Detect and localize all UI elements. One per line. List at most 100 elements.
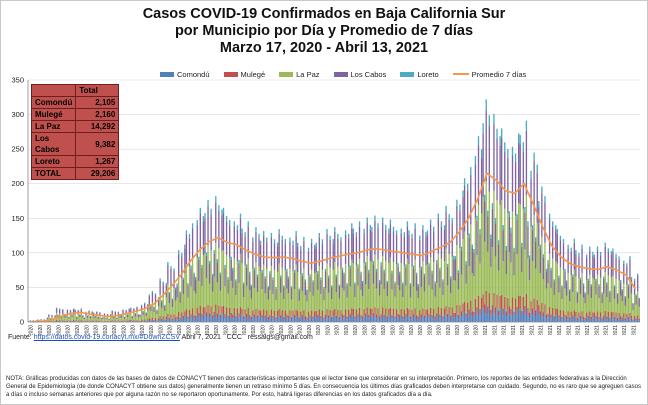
bar-segment-loreto — [496, 128, 498, 139]
source-line: Fuente: https://datos.covid-19.conacyt.m… — [8, 334, 313, 341]
bar-segment-loscabos — [207, 206, 209, 246]
bar-segment-loscabos — [355, 236, 358, 266]
bar-segment-loreto — [445, 205, 447, 212]
bar-segment-loscabos — [324, 271, 327, 289]
bar-segment-comondu — [355, 315, 358, 322]
bar-segment-loscabos — [462, 196, 464, 240]
x-tick-label: 13-09-2020 — [307, 325, 313, 335]
bar-segment-loreto — [361, 280, 364, 283]
bar-segment-mulege — [239, 306, 242, 315]
bar-segment-comondu — [603, 318, 605, 322]
bar-segment-loscabos — [108, 318, 110, 320]
bar-segment-mulege — [298, 317, 300, 320]
bar-segment-mulege — [292, 310, 294, 317]
bar-segment-lapaz — [312, 295, 314, 317]
bar-segment-comondu — [524, 313, 526, 322]
x-tick-label: 3/6/2020 — [149, 325, 155, 335]
bar-segment-mulege — [561, 316, 563, 320]
bar-series — [28, 99, 640, 322]
bar-segment-loscabos — [524, 212, 526, 250]
bar-segment-mulege — [326, 308, 328, 316]
bar-segment-loreto — [414, 223, 416, 229]
y-tick-label: 300 — [11, 110, 24, 119]
bar-segment-mulege — [324, 314, 327, 319]
bar-segment-loreto — [562, 239, 565, 244]
bar-segment-lapaz — [255, 262, 257, 309]
bar-segment-mulege — [48, 320, 50, 322]
bar-segment-mulege — [184, 311, 186, 317]
chart-plot: 05010015020025030035017-03-202023-03-202… — [11, 76, 640, 335]
bar-segment-lapaz — [269, 289, 271, 315]
bar-segment-lapaz — [151, 302, 154, 318]
bar-segment-loreto — [156, 309, 158, 311]
bar-segment-lapaz — [596, 274, 599, 312]
bar-segment-lapaz — [267, 299, 269, 317]
bar-segment-loreto — [504, 142, 506, 152]
bar-segment-loscabos — [454, 259, 456, 281]
bar-segment-loscabos — [349, 268, 351, 287]
bar-segment-mulege — [261, 314, 263, 319]
bar-segment-comondu — [403, 315, 405, 322]
bar-segment-comondu — [154, 319, 157, 322]
bar-segment-mulege — [378, 316, 381, 320]
bar-segment-mulege — [269, 314, 271, 319]
bar-segment-mulege — [77, 320, 79, 322]
bar-segment-mulege — [202, 307, 205, 315]
bar-segment-loscabos — [264, 278, 266, 294]
bar-segment-mulege — [613, 316, 616, 320]
bar-segment-comondu — [616, 319, 619, 322]
bar-segment-lapaz — [485, 181, 487, 291]
bar-segment-loreto — [514, 153, 517, 162]
bar-segment-mulege — [198, 312, 200, 318]
bar-segment-lapaz — [395, 264, 398, 310]
bar-segment-loreto — [236, 225, 239, 231]
bar-segment-loreto — [117, 311, 120, 313]
bar-segment-comondu — [405, 317, 407, 322]
bar-segment-lapaz — [307, 275, 310, 312]
bar-segment-mulege — [544, 304, 546, 314]
source-link[interactable]: https://datos.covid-19.conacyt.mx/#DownZ… — [33, 334, 180, 341]
bar-segment-loscabos — [335, 276, 337, 293]
bar-segment-mulege — [79, 320, 81, 322]
bar-segment-loreto — [386, 280, 388, 283]
bar-segment-lapaz — [448, 254, 450, 307]
legend-item-mulege: Mulegé — [223, 68, 265, 80]
bar-segment-comondu — [462, 312, 464, 322]
bar-segment-loreto — [309, 274, 311, 277]
bar-segment-mulege — [213, 311, 215, 317]
bar-segment-comondu — [504, 309, 506, 322]
bar-segment-lapaz — [62, 313, 64, 321]
bar-segment-loscabos — [423, 276, 426, 292]
bar-segment-loreto — [502, 225, 504, 231]
bar-segment-loscabos — [253, 270, 256, 288]
bar-segment-loscabos — [59, 309, 61, 314]
bar-segment-loscabos — [616, 294, 619, 304]
bar-segment-loscabos — [208, 264, 211, 284]
bar-segment-comondu — [167, 317, 169, 322]
bar-segment-loscabos — [510, 232, 512, 263]
bar-segment-loscabos — [188, 238, 191, 267]
bar-segment-loreto — [173, 268, 175, 272]
bar-segment-comondu — [171, 320, 174, 322]
bar-segment-mulege — [383, 314, 385, 319]
x-tick-label: 8/8/2020 — [251, 325, 257, 335]
bar-segment-loscabos — [521, 246, 523, 273]
x-tick-label: 24-11-2020 — [418, 325, 424, 335]
bar-segment-loscabos — [230, 259, 232, 281]
bar-segment-lapaz — [417, 298, 419, 317]
bar-segment-mulege — [536, 299, 538, 311]
bar-segment-loscabos — [341, 270, 344, 288]
bar-segment-loscabos — [487, 216, 489, 252]
bar-segment-loreto — [601, 292, 603, 294]
bar-segment-mulege — [402, 316, 404, 320]
bar-segment-lapaz — [369, 260, 371, 309]
bar-segment-mulege — [394, 316, 396, 320]
bar-segment-mulege — [199, 306, 201, 315]
bar-segment-loreto — [428, 263, 430, 267]
bar-segment-mulege — [482, 294, 484, 309]
bar-segment-loreto — [327, 275, 330, 278]
bar-segment-mulege — [349, 314, 351, 319]
bar-segment-mulege — [416, 315, 418, 319]
bar-segment-lapaz — [552, 258, 554, 308]
bar-segment-comondu — [229, 314, 231, 322]
